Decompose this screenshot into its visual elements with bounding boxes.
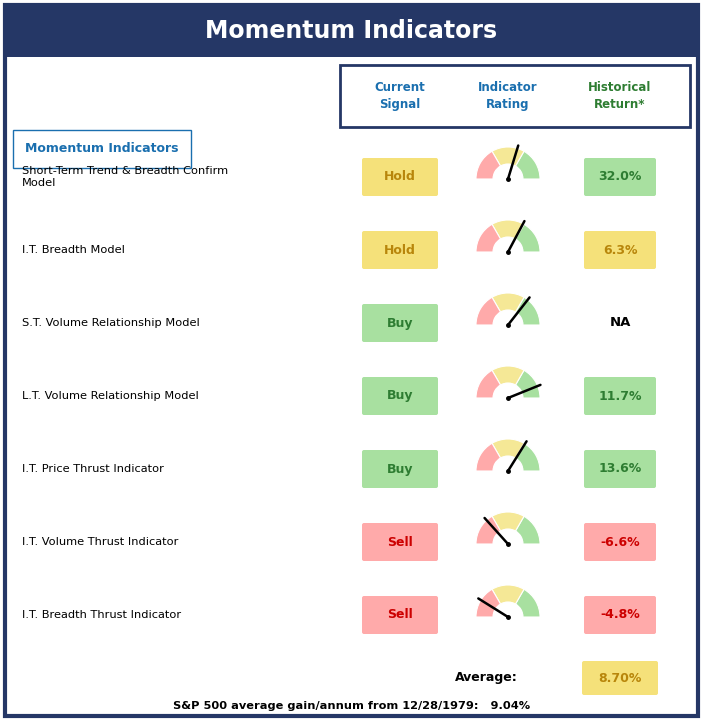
Wedge shape <box>493 602 523 617</box>
Text: 11.7%: 11.7% <box>598 389 642 402</box>
Wedge shape <box>515 589 540 617</box>
Wedge shape <box>493 237 523 252</box>
Text: S&P 500 average gain/annum from 12/28/1979:   9.04%: S&P 500 average gain/annum from 12/28/19… <box>173 701 530 711</box>
Text: Buy: Buy <box>387 389 413 402</box>
FancyBboxPatch shape <box>362 377 438 415</box>
Text: Hold: Hold <box>384 244 416 257</box>
Text: -4.8%: -4.8% <box>600 609 640 622</box>
Wedge shape <box>476 151 501 179</box>
Wedge shape <box>493 310 523 325</box>
Text: Sell: Sell <box>387 609 413 622</box>
FancyBboxPatch shape <box>362 450 438 488</box>
Wedge shape <box>492 439 524 458</box>
Text: Short-Term Trend & Breadth Confirm
Model: Short-Term Trend & Breadth Confirm Model <box>22 166 228 188</box>
Wedge shape <box>515 443 540 471</box>
Text: 8.70%: 8.70% <box>598 671 642 684</box>
FancyBboxPatch shape <box>5 5 698 57</box>
FancyBboxPatch shape <box>584 158 656 196</box>
Text: -6.6%: -6.6% <box>600 536 640 549</box>
FancyBboxPatch shape <box>584 523 656 561</box>
Wedge shape <box>476 371 501 398</box>
Text: Historical
Return*: Historical Return* <box>588 81 652 111</box>
Wedge shape <box>476 297 501 325</box>
FancyBboxPatch shape <box>584 377 656 415</box>
Text: S.T. Volume Relationship Model: S.T. Volume Relationship Model <box>22 318 200 328</box>
FancyBboxPatch shape <box>362 523 438 561</box>
Text: Sell: Sell <box>387 536 413 549</box>
Text: Buy: Buy <box>387 317 413 329</box>
Wedge shape <box>492 220 524 239</box>
Wedge shape <box>493 456 523 471</box>
Wedge shape <box>476 224 501 252</box>
Wedge shape <box>492 293 524 312</box>
Wedge shape <box>492 366 524 385</box>
FancyBboxPatch shape <box>362 596 438 634</box>
Wedge shape <box>493 529 523 544</box>
Text: Indicator
Rating: Indicator Rating <box>478 81 538 111</box>
Text: L.T. Volume Relationship Model: L.T. Volume Relationship Model <box>22 391 199 401</box>
Text: Momentum Indicators: Momentum Indicators <box>205 19 498 43</box>
Text: 6.3%: 6.3% <box>602 244 637 257</box>
Text: Momentum Indicators: Momentum Indicators <box>25 143 179 156</box>
FancyBboxPatch shape <box>582 661 658 695</box>
Text: Hold: Hold <box>384 170 416 184</box>
FancyBboxPatch shape <box>584 231 656 269</box>
Wedge shape <box>476 589 501 617</box>
Wedge shape <box>515 224 540 252</box>
Wedge shape <box>492 147 524 166</box>
FancyBboxPatch shape <box>340 65 690 127</box>
Text: I.T. Breadth Thrust Indicator: I.T. Breadth Thrust Indicator <box>22 610 181 620</box>
Wedge shape <box>515 371 540 398</box>
Text: Buy: Buy <box>387 462 413 476</box>
FancyBboxPatch shape <box>5 5 698 716</box>
FancyBboxPatch shape <box>362 231 438 269</box>
Text: Current
Signal: Current Signal <box>375 81 425 111</box>
Wedge shape <box>515 297 540 325</box>
Wedge shape <box>493 164 523 179</box>
Wedge shape <box>515 516 540 544</box>
Text: I.T. Volume Thrust Indicator: I.T. Volume Thrust Indicator <box>22 537 179 547</box>
FancyBboxPatch shape <box>362 158 438 196</box>
Text: 13.6%: 13.6% <box>598 462 642 476</box>
Wedge shape <box>515 151 540 179</box>
Wedge shape <box>493 383 523 398</box>
Wedge shape <box>476 443 501 471</box>
Text: NA: NA <box>610 317 631 329</box>
FancyBboxPatch shape <box>584 450 656 488</box>
Text: Average:: Average: <box>456 671 518 684</box>
Wedge shape <box>476 516 501 544</box>
FancyBboxPatch shape <box>584 596 656 634</box>
Text: 32.0%: 32.0% <box>598 170 642 184</box>
FancyBboxPatch shape <box>362 304 438 342</box>
Wedge shape <box>492 585 524 604</box>
Wedge shape <box>492 512 524 531</box>
Text: I.T. Breadth Model: I.T. Breadth Model <box>22 245 125 255</box>
Text: I.T. Price Thrust Indicator: I.T. Price Thrust Indicator <box>22 464 164 474</box>
